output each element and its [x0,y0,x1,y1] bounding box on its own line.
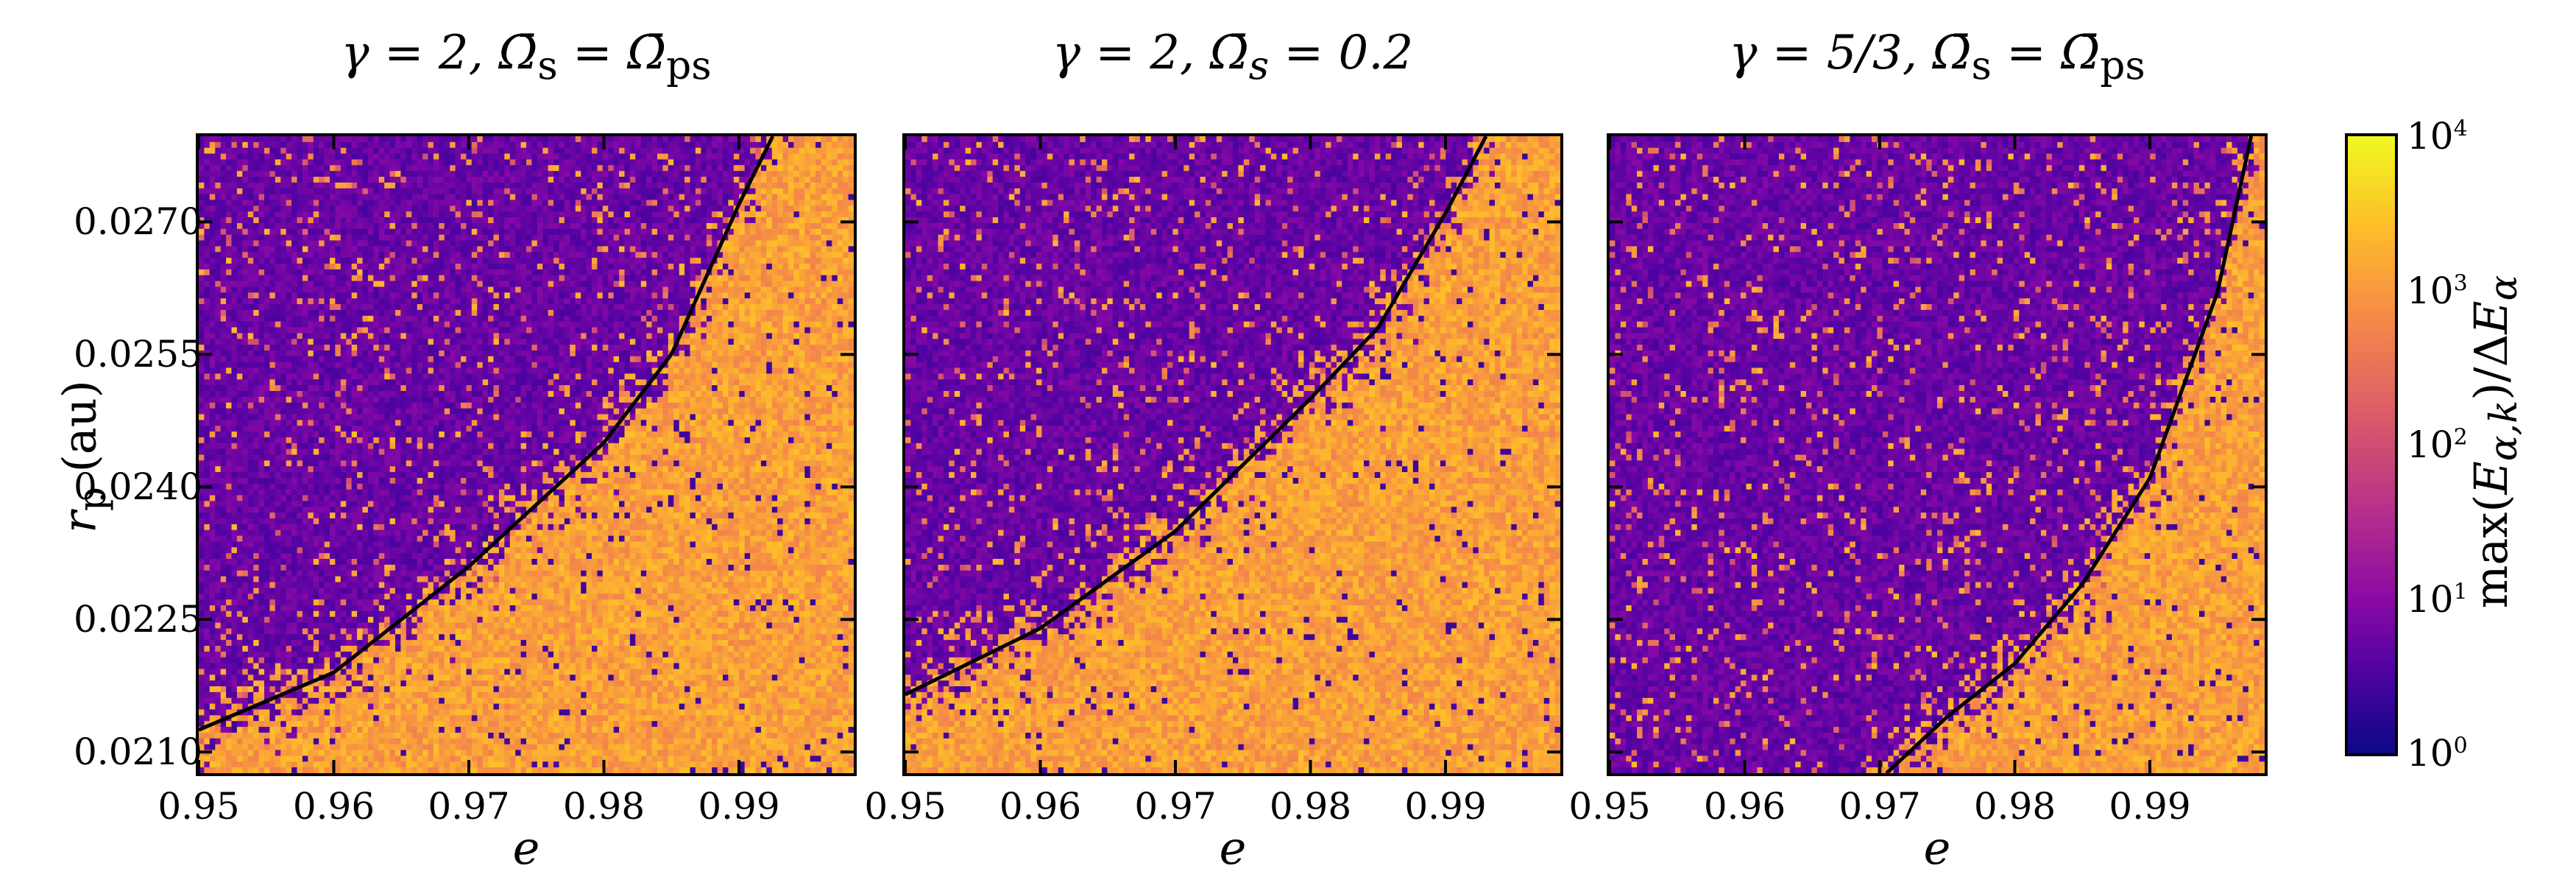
title-gamma: γ = 2, [341,26,484,80]
x-tick-label: 0.98 [1974,785,2056,828]
heatmap-1-svg [199,136,854,773]
title-sub: s [1249,42,1269,88]
x-tick-label: 0.95 [864,785,946,828]
x-axis-label-2: e [1220,821,1247,875]
title-sub: s [537,42,557,88]
heatmap-3-svg [1610,136,2265,773]
x-tick-label: 0.96 [293,785,375,828]
x-tick-label: 0.96 [1704,785,1786,828]
panel-title-1: γ = 2, Ω̄s = Ω̄ps [341,26,711,88]
x-tick-label: 0.95 [1568,785,1650,828]
x-tick-label: 0.99 [698,785,779,828]
x-tick-label: 0.97 [1839,785,1920,828]
colorbar [2345,133,2398,756]
x-axis-label-3: e [1924,821,1951,875]
y-tick-label: 0.0240 [74,465,202,508]
colorbar-tick-label: 104 [2407,115,2468,158]
title-eq: = 0.2 [1269,26,1414,80]
x-tick-label: 0.97 [1134,785,1216,828]
y-tick-label: 0.0255 [74,333,202,376]
x-tick-label: 0.97 [428,785,509,828]
x-tick-label: 0.98 [1270,785,1351,828]
heatmap-panel-3 [1607,133,2268,776]
y-tick-label: 0.0270 [74,200,202,243]
x-tick-label: 0.95 [158,785,239,828]
panel-title-3: γ = 5/3, Ω̄s = Ω̄ps [1729,26,2145,88]
y-tick-label: 0.0210 [74,730,202,773]
title-rhs-sub: ps [2100,42,2145,88]
x-tick-label: 0.99 [2109,785,2190,828]
heatmap-panel-2 [902,133,1563,776]
title-eq: = Ω̄ [1992,26,2100,80]
title-sub: s [1972,42,1992,88]
panel-title-2: γ = 2, Ω̄s = 0.2 [1052,26,1414,88]
colorbar-tick-label: 103 [2407,270,2468,312]
boundary-curve [1885,136,2254,773]
heatmap-panel-1 [196,133,857,776]
boundary-curve [199,136,775,732]
colorbar-tick-label: 102 [2407,423,2468,466]
title-omega: Ω̄ [498,26,537,80]
y-axis-label: rp (au) [53,380,115,533]
heatmap-2-svg [905,136,1560,773]
ylabel-main: r [53,511,107,533]
title-omega: Ω̄ [1210,26,1249,80]
x-tick-label: 0.96 [999,785,1081,828]
colorbar-tick-label: 100 [2407,732,2468,775]
title-omega: Ω̄ [1932,26,1971,80]
boundary-curve [905,136,1488,697]
title-gamma: γ = 2, [1052,26,1195,80]
x-tick-label: 0.99 [1404,785,1486,828]
y-tick-label: 0.0225 [74,598,202,641]
colorbar-tick-label: 101 [2407,578,2468,621]
x-axis-label-1: e [513,821,540,875]
colorbar-label: max(Eα,k)/ΔEα [2464,275,2526,609]
x-tick-label: 0.98 [563,785,645,828]
title-eq: = Ω̄ [558,26,666,80]
title-gamma: γ = 5/3, [1729,26,1917,80]
title-rhs-sub: ps [666,42,712,88]
